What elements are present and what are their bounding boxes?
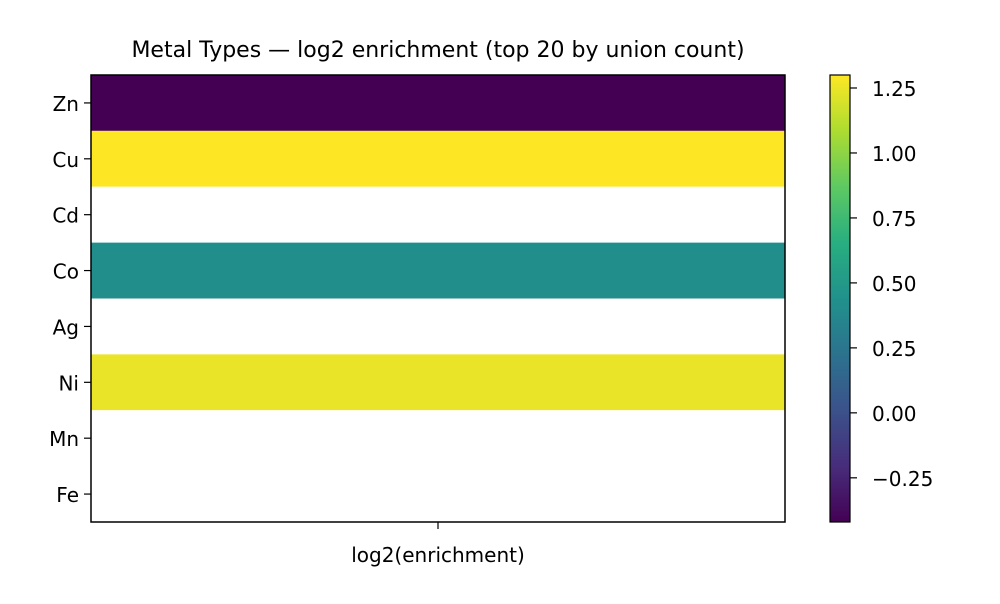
y-tick-label: Co <box>53 260 79 284</box>
colorbar-ticks: −0.25 0.00 0.25 0.50 0.75 1.00 1.25 <box>850 77 933 491</box>
heatmap-cells <box>91 75 785 522</box>
colorbar <box>829 74 851 523</box>
colorbar-tick-label: 0.25 <box>872 337 917 361</box>
y-tick-label: Ni <box>58 371 79 395</box>
plot-frame <box>90 74 786 523</box>
colorbar-tick-label: 0.00 <box>872 402 917 426</box>
colorbar-tick-label: 0.50 <box>872 272 917 296</box>
heatmap-cell-co <box>91 242 785 299</box>
y-tick-label: Fe <box>56 483 79 507</box>
x-tick-label: log2(enrichment) <box>351 543 525 567</box>
y-tick-label: Ag <box>53 315 79 339</box>
heatmap-cell-zn <box>91 75 785 131</box>
heatmap-cell-cd <box>91 186 785 243</box>
colorbar-tick-label: 0.75 <box>872 207 917 231</box>
heatmap-cell-fe <box>91 466 785 522</box>
chart-title: Metal Types — log2 enrichment (top 20 by… <box>131 38 744 63</box>
y-tick-label: Zn <box>53 92 79 116</box>
colorbar-tick-label: 1.25 <box>872 77 917 101</box>
y-tick-label: Cd <box>52 204 79 228</box>
y-tick-label: Mn <box>49 427 79 451</box>
y-axis-ticks: Zn Cu Cd Co Ag Ni Mn Fe <box>49 92 91 507</box>
x-axis-ticks: log2(enrichment) <box>351 522 525 567</box>
heatmap-cell-cu <box>91 130 785 187</box>
heatmap-cell-ag <box>91 298 785 355</box>
heatmap-cell-ni <box>91 354 785 411</box>
colorbar-tick-label: −0.25 <box>872 467 933 491</box>
heatmap-cell-mn <box>91 410 785 467</box>
y-tick-label: Cu <box>52 148 79 172</box>
colorbar-tick-label: 1.00 <box>872 142 917 166</box>
